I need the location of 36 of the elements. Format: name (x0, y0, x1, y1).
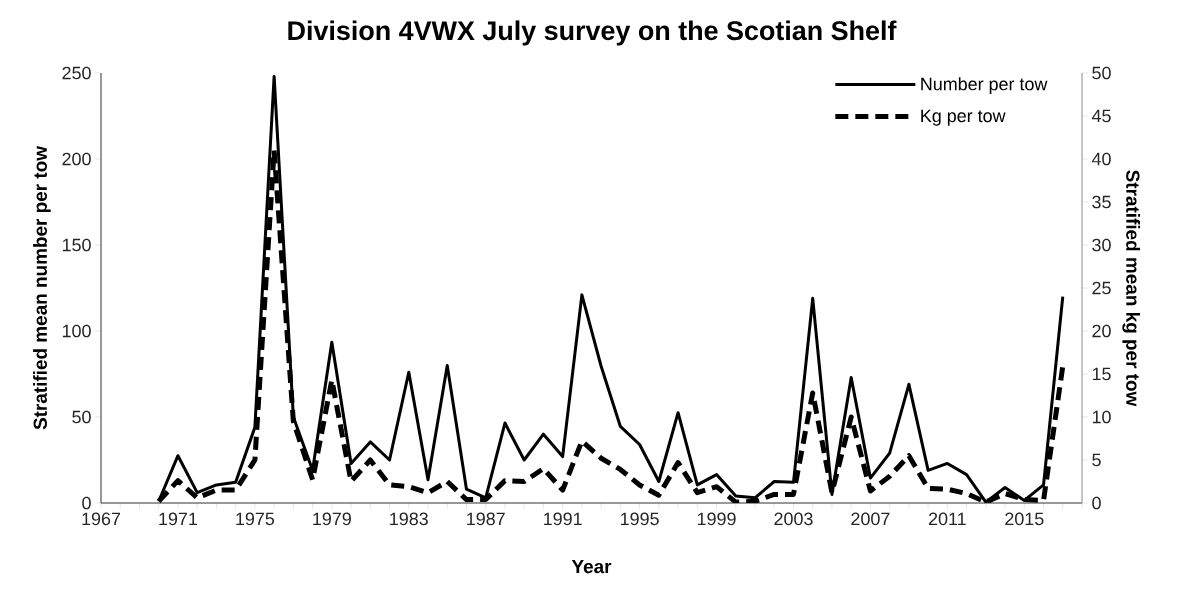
y-tick-label: 150 (62, 238, 91, 252)
y2-tick-label: 35 (1092, 195, 1111, 209)
x-tick-label: 1995 (621, 512, 659, 526)
chart-title: Division 4VWX July survey on the Scotian Shelf (288, 20, 897, 46)
y-tick-label: 100 (62, 324, 91, 338)
y-tick-label: 250 (62, 66, 91, 80)
x-tick-label: 1979 (313, 512, 351, 526)
y2-tick-label: 50 (1092, 66, 1111, 80)
y2-tick-label: 0 (1092, 496, 1101, 510)
y2-tick-label: 25 (1092, 281, 1111, 295)
y2-tick-label: 20 (1092, 324, 1111, 338)
x-tick-label: 2011 (928, 512, 966, 526)
legend-label: Kg per tow (921, 109, 1006, 126)
y2-tick-label: 30 (1092, 238, 1111, 252)
legend-label: Number per tow (921, 77, 1048, 94)
x-tick-label: 1975 (236, 512, 275, 526)
y2-tick-label: 5 (1092, 453, 1101, 467)
y2-axis-title: Stratified mean kg per tow (1122, 170, 1141, 407)
x-axis-title: Year (571, 560, 612, 574)
x-tick-label: 1983 (390, 512, 428, 526)
x-tick-label: 1991 (544, 512, 582, 526)
x-tick-label: 1987 (467, 512, 505, 526)
x-tick-label: 1971 (159, 512, 197, 526)
y-tick-label: 0 (82, 496, 91, 510)
x-tick-label: 2015 (1005, 512, 1044, 526)
y-tick-label: 50 (72, 410, 91, 424)
y2-tick-label: 45 (1091, 109, 1111, 123)
x-tick-label: 2003 (774, 512, 813, 526)
y2-tick-label: 15 (1092, 367, 1111, 381)
y2-tick-label: 40 (1091, 152, 1111, 166)
y-axis-title: Stratified mean number per tow (33, 145, 51, 430)
y-tick-label: 200 (62, 152, 91, 166)
y2-tick-label: 10 (1092, 410, 1111, 424)
x-tick-label: 1967 (82, 512, 121, 526)
x-tick-label: 1999 (697, 512, 736, 526)
x-tick-label: 2007 (851, 512, 890, 526)
